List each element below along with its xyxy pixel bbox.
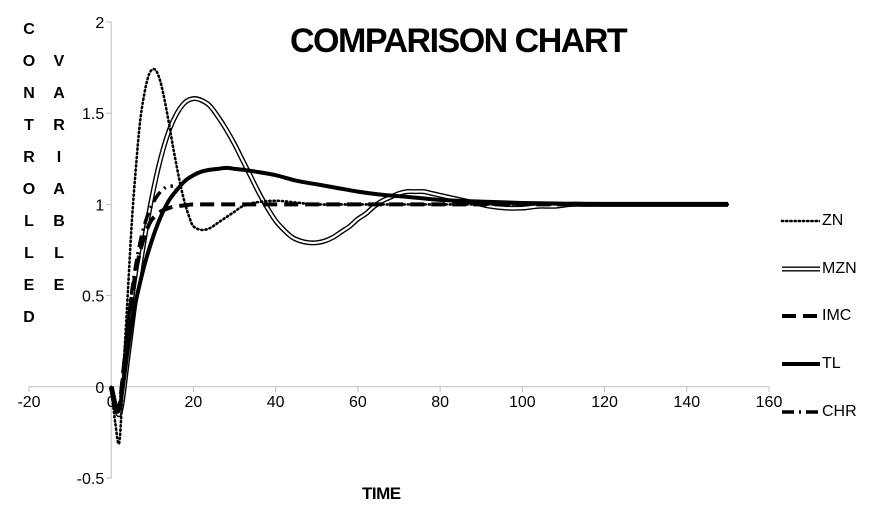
legend-label: IMC [822,307,852,324]
legend-swatch [782,362,820,366]
y-axis-label-letter: L [24,213,34,230]
series-imc-stroke [109,202,728,413]
y-axis-label-letter: O [22,181,36,198]
y-axis-label-letter: I [56,149,62,166]
x-tick-label: 40 [267,394,285,411]
x-tick-label: 120 [591,394,618,411]
legend-label: CHR [822,403,857,420]
y-tick-label: 1.5 [82,106,104,123]
y-tick-label: 0.5 [82,289,104,306]
legend-label: TL [822,355,841,372]
y-tick-label: -0.5 [77,471,105,488]
x-tick-label: -20 [17,394,40,411]
y-axis-label-letter: L [24,245,34,262]
legend-swatch [780,219,820,223]
series-chr-stroke [109,184,173,414]
y-axis-label-letter: B [53,213,65,230]
y-tick-label: 1 [95,197,104,214]
y-tick-label: 2 [95,15,104,32]
legend-label: ZN [822,212,844,229]
legend-item-tl: TL [780,352,880,376]
series-tl-line [109,165,728,414]
x-tick-label: 20 [185,394,203,411]
legend-label: MZN [822,260,857,277]
legend-item-imc: IMC [780,304,880,328]
y-tick-label: 0 [95,380,104,397]
legend-swatch [782,314,820,318]
y-axis-label-letter: V [53,53,65,70]
y-axis-label-letter: A [53,181,65,198]
y-axis-label-letter: T [24,117,34,134]
x-tick-label: 60 [349,394,367,411]
y-axis-label-letter: O [22,53,36,70]
x-tick-label: 80 [431,394,449,411]
series-tl-stroke [109,165,728,414]
chart-title: COMPARISON CHART [290,22,628,60]
x-tick-label: 100 [509,394,536,411]
y-axis-label-letter: C [23,21,35,38]
legend-item-chr: CHR [780,400,880,424]
x-tick-label: 160 [756,394,783,411]
x-axis-label: TIME [362,484,401,503]
y-axis-label-letter: N [23,85,35,102]
legend-swatch [782,266,820,272]
series-imc-line [109,202,728,413]
series-mzn-stroke [108,96,728,417]
x-tick-label: 140 [673,394,700,411]
legend-item-mzn: MZN [780,257,880,281]
x-tick-label: 0 [107,394,116,411]
y-axis-label-letter: A [53,85,65,102]
series-zn-line [109,67,730,446]
legend-swatch [782,410,820,414]
series-mzn-line [108,96,728,417]
series-zn-stroke [109,67,730,446]
y-axis-label-letter: R [23,149,35,166]
legend-item-zn: ZN [780,209,880,233]
y-axis-label-letter: L [54,245,64,262]
y-axis-label-letter: E [53,277,65,294]
series-mzn-stroke [110,97,728,416]
y-axis-label-letter: E [23,277,35,294]
y-axis-label-letter: D [23,309,35,326]
y-axis-label-letter: R [53,117,65,134]
series-chr-line [109,184,173,414]
